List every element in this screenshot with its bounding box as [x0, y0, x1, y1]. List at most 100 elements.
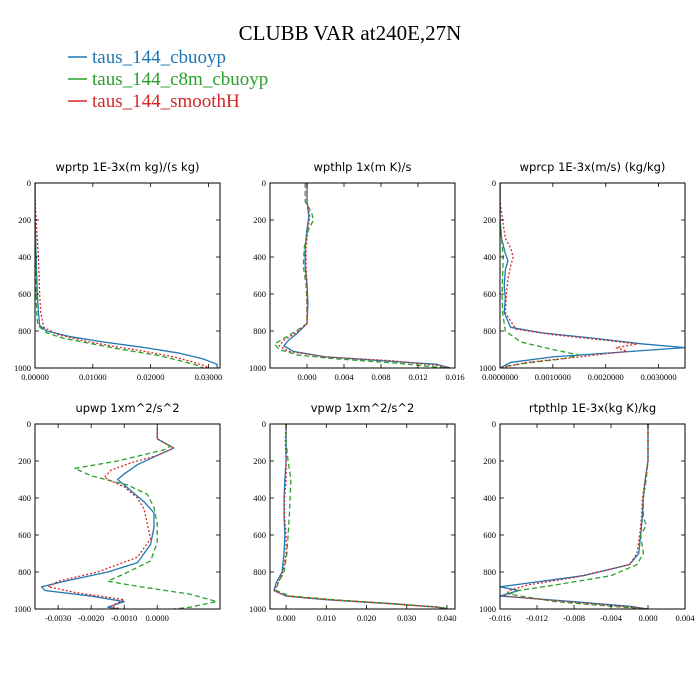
series-group-5 — [500, 424, 649, 609]
series-line-2-2 — [500, 183, 639, 368]
x-tick-label-3-1: -0.0020 — [78, 613, 104, 623]
legend: taus_144_cbuoyp taus_144_c8m_cbuoyp taus… — [68, 47, 268, 112]
panel-1: wpthlp 1x(m K)/s 0 200 400 600 800 1000 0.000 0.… — [249, 160, 465, 382]
series-group-0 — [35, 183, 218, 368]
panel-title-4: vpwp 1xm^2/s^2 — [311, 401, 415, 415]
series-group-3 — [40, 427, 218, 609]
panel-2: wprcp 1E-3x(m/s) (kg/kg) 0 200 400 600 800 100… — [479, 160, 686, 382]
x-tick-label-4-0: 0.000 — [277, 613, 296, 623]
y-tick-label-4-4: 800 — [253, 567, 266, 577]
y-tick-label-2-4: 800 — [483, 326, 496, 336]
panel-frame-4 — [269, 423, 456, 610]
series-line-3-1 — [73, 427, 218, 609]
series-group-2 — [500, 183, 685, 368]
figure-title: CLUBB VAR at240E,27N — [239, 21, 462, 45]
series-line-5-1 — [508, 424, 649, 609]
x-tick-label-5-5: 0.004 — [675, 613, 695, 623]
series-line-3-2 — [47, 427, 175, 609]
x-tick-label-2-1: 0.0010000 — [535, 372, 571, 382]
panel-frame-2 — [499, 182, 686, 369]
x-tick-label-5-0: -0.016 — [489, 613, 511, 623]
y-tick-label-5-2: 400 — [483, 493, 496, 503]
x-tick-label-0-3: 0.03000 — [195, 372, 223, 382]
panel-3: upwp 1xm^2/s^2 0 200 400 600 800 1000 -0.0030 -0… — [14, 401, 221, 623]
y-tick-label-3-1: 200 — [18, 456, 31, 466]
series-line-0-2 — [35, 183, 209, 368]
y-tick-label-2-2: 400 — [483, 252, 496, 262]
y-tick-label-2-5: 1000 — [479, 363, 496, 373]
y-tick-label-5-0: 0 — [492, 419, 496, 429]
x-tick-label-2-3: 0.0030000 — [641, 372, 677, 382]
y-tick-label-4-0: 0 — [262, 419, 266, 429]
x-tick-label-2-0: 0.0000000 — [482, 372, 518, 382]
y-tick-label-3-4: 800 — [18, 567, 31, 577]
y-tick-label-0-2: 400 — [18, 252, 31, 262]
x-tick-label-0-1: 0.01000 — [79, 372, 107, 382]
series-group-4 — [273, 424, 452, 609]
x-tick-label-4-2: 0.020 — [357, 613, 376, 623]
series-line-2-1 — [500, 183, 580, 368]
x-tick-label-5-4: 0.000 — [638, 613, 657, 623]
series-line-1-1 — [273, 183, 446, 368]
x-tick-label-1-3: 0.012 — [408, 372, 427, 382]
x-tick-label-1-0: 0.000 — [297, 372, 316, 382]
panel-frame-5 — [499, 423, 686, 610]
y-tick-label-5-4: 800 — [483, 567, 496, 577]
series-line-0-0 — [35, 183, 218, 368]
y-tick-label-0-5: 1000 — [14, 363, 31, 373]
series-line-5-2 — [503, 424, 649, 609]
x-tick-label-1-4: 0.016 — [445, 372, 464, 382]
panel-title-1: wpthlp 1x(m K)/s — [313, 160, 411, 174]
panel-title-3: upwp 1xm^2/s^2 — [75, 401, 179, 415]
panel-5: rtpthlp 1E-3x(kg K)/kg02004006008001000-… — [479, 401, 695, 623]
y-tick-label-0-4: 800 — [18, 326, 31, 336]
y-tick-label-3-0: 0 — [27, 419, 31, 429]
y-tick-label-1-4: 800 — [253, 326, 266, 336]
y-tick-label-5-1: 200 — [483, 456, 496, 466]
panel-frame-0 — [34, 182, 221, 369]
x-tick-label-5-3: -0.004 — [600, 613, 623, 623]
y-tick-label-3-3: 600 — [18, 530, 31, 540]
panel-4: vpwp 1xm^2/s^2 0 200 400 600 800 1000 0.000 0.01… — [249, 401, 457, 623]
series-line-1-0 — [283, 183, 451, 368]
x-tick-label-3-2: -0.0010 — [111, 613, 137, 623]
series-line-4-2 — [273, 424, 448, 609]
panel-title-2: wprcp 1E-3x(m/s) (kg/kg) — [520, 160, 666, 174]
series-line-3-0 — [40, 427, 175, 609]
x-tick-label-1-2: 0.008 — [371, 372, 390, 382]
y-tick-label-1-1: 200 — [253, 215, 266, 225]
x-tick-label-5-1: -0.012 — [526, 613, 548, 623]
series-line-0-1 — [35, 183, 203, 368]
legend-label-1: taus_144_c8m_cbuoyp — [92, 69, 268, 90]
y-tick-label-1-0: 0 — [262, 178, 266, 188]
x-tick-label-2-2: 0.0020000 — [588, 372, 624, 382]
y-tick-label-5-3: 600 — [483, 530, 496, 540]
y-tick-label-1-2: 400 — [253, 252, 266, 262]
panel-frame-3 — [34, 423, 221, 610]
y-tick-label-1-5: 1000 — [249, 363, 266, 373]
y-tick-label-4-2: 400 — [253, 493, 266, 503]
x-tick-label-0-0: 0.00000 — [21, 372, 49, 382]
legend-label-0: taus_144_cbuoyp — [92, 47, 226, 68]
y-tick-label-0-3: 600 — [18, 289, 31, 299]
x-tick-label-3-3: 0.0000 — [146, 613, 169, 623]
y-tick-label-4-5: 1000 — [249, 604, 266, 614]
series-line-2-0 — [500, 183, 685, 368]
y-tick-label-5-5: 1000 — [479, 604, 496, 614]
y-tick-label-0-1: 200 — [18, 215, 31, 225]
y-tick-label-3-5: 1000 — [14, 604, 31, 614]
x-tick-label-5-2: -0.008 — [563, 613, 585, 623]
panel-title-0: wprtp 1E-3x(m kg)/(s kg) — [56, 160, 200, 174]
legend-entry-1: taus_144_c8m_cbuoyp — [68, 69, 268, 90]
y-tick-label-1-3: 600 — [253, 289, 266, 299]
y-tick-label-2-1: 200 — [483, 215, 496, 225]
x-tick-label-4-1: 0.010 — [317, 613, 336, 623]
x-tick-label-4-4: 0.040 — [437, 613, 456, 623]
y-tick-label-3-2: 400 — [18, 493, 31, 503]
x-tick-label-4-3: 0.030 — [397, 613, 416, 623]
y-tick-label-2-3: 600 — [483, 289, 496, 299]
y-tick-label-4-1: 200 — [253, 456, 266, 466]
series-line-4-1 — [275, 424, 452, 609]
y-tick-label-0-0: 0 — [27, 178, 31, 188]
